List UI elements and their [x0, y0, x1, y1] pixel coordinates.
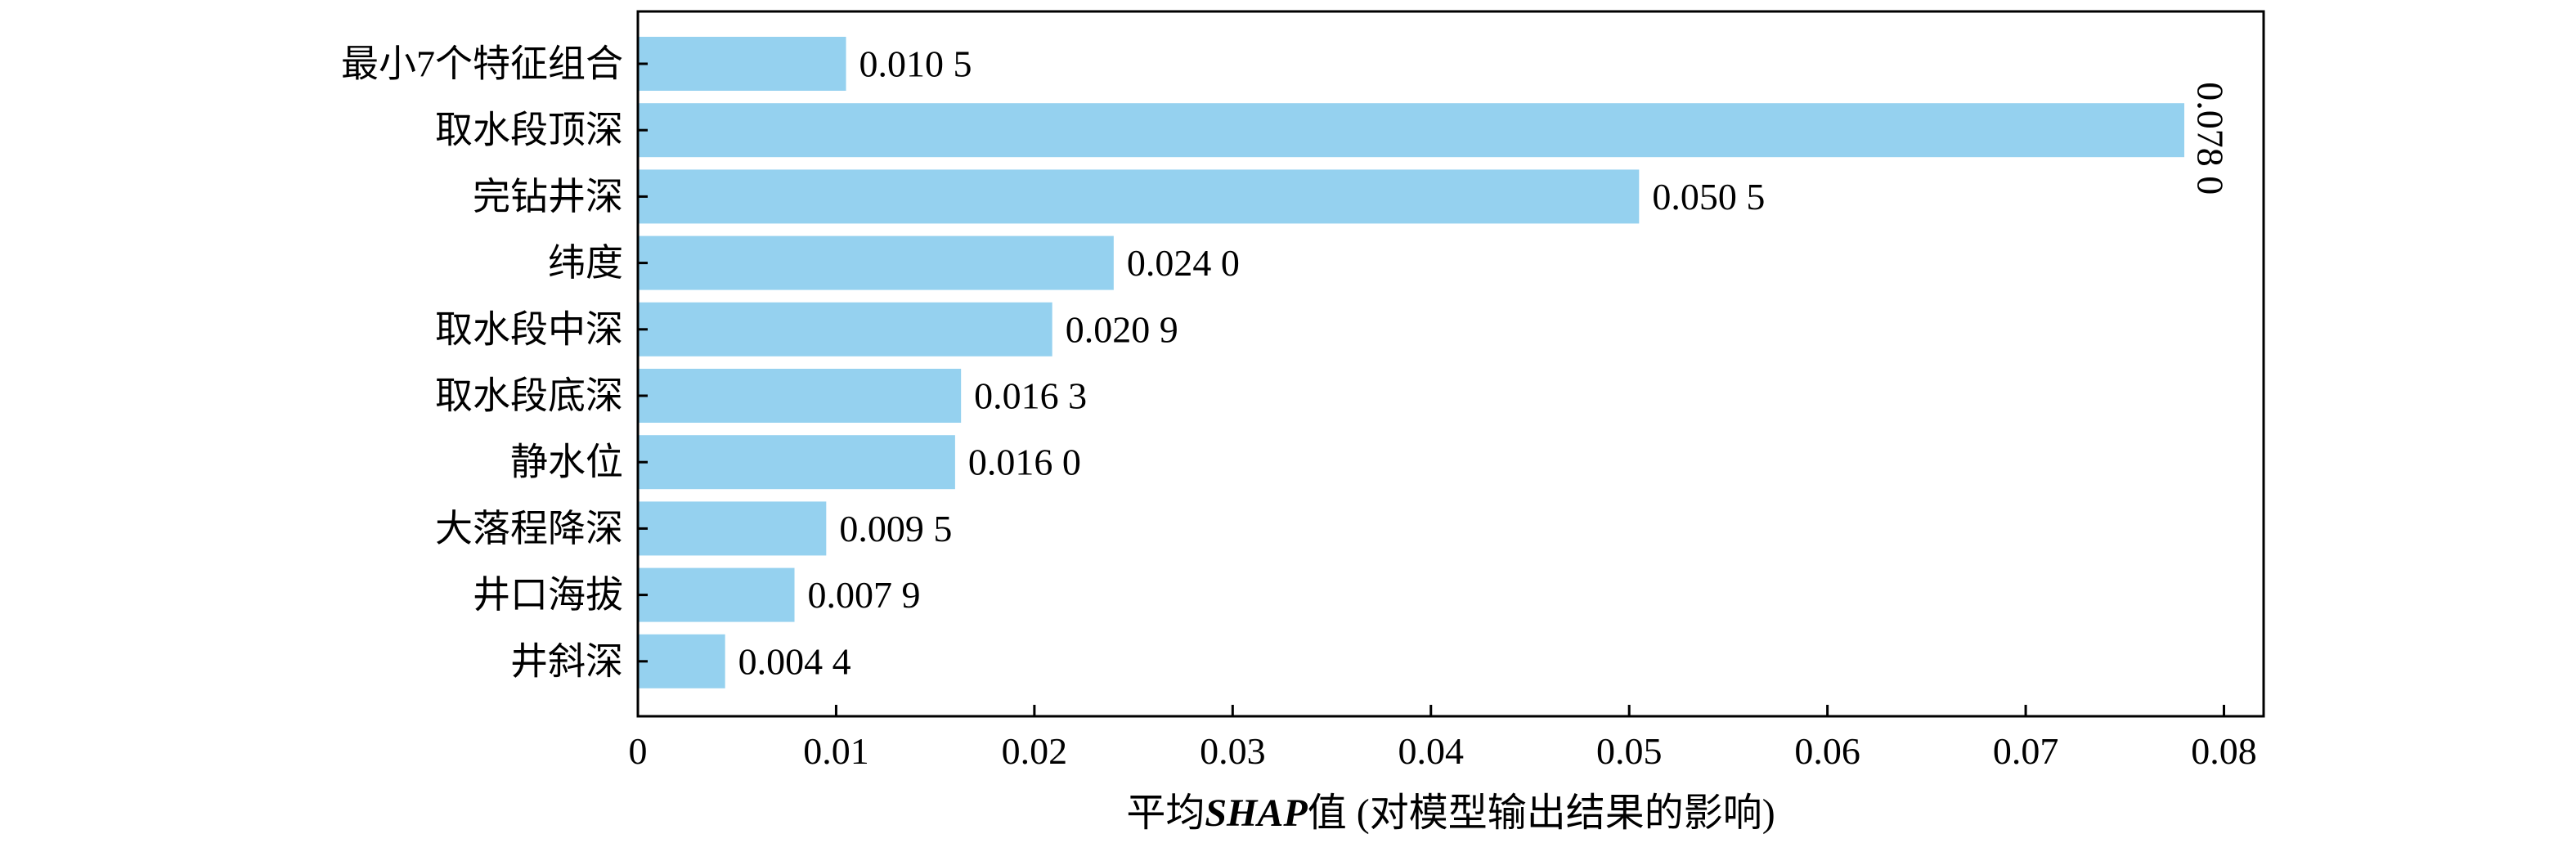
value-label-6: 0.016 3 [974, 375, 1087, 417]
x-tick-label-1: 0 [629, 730, 648, 772]
x-tick-label-3: 0.02 [1002, 730, 1068, 772]
bar-3 [638, 169, 1640, 224]
category-label-3: 完钻井深 [473, 176, 623, 217]
category-label-8: 大落程降深 [435, 508, 623, 549]
category-label-1: 最小7个特征组合 [341, 43, 623, 85]
x-tick-label-5: 0.04 [1398, 730, 1465, 772]
x-tick-label-6: 0.05 [1596, 730, 1663, 772]
value-label-7: 0.016 0 [968, 442, 1081, 483]
category-label-4: 纬度 [548, 242, 623, 284]
value-label-1: 0.010 5 [859, 43, 972, 85]
bar-10 [638, 634, 725, 688]
bar-8 [638, 501, 827, 556]
value-label-10: 0.004 4 [738, 640, 851, 682]
x-axis-title: 平均SHAP值 (对模型输出结果的影响) [1126, 791, 1775, 835]
x-axis-title-emph: SHAP [1205, 791, 1308, 835]
value-label-2: 0.078 0 [2190, 82, 2232, 195]
bar-5 [638, 302, 1052, 356]
x-axis-title-suffix: 值 (对模型输出结果的影响) [1308, 791, 1775, 835]
value-label-8: 0.009 5 [839, 508, 952, 549]
bar-7 [638, 435, 955, 490]
x-tick-label-7: 0.06 [1794, 730, 1860, 772]
category-label-5: 取水段中深 [435, 308, 623, 350]
category-label-10: 井斜深 [510, 640, 623, 682]
bar-2 [638, 103, 2185, 158]
category-label-9: 井口海拔 [473, 574, 623, 616]
x-tick-label-2: 0.01 [803, 730, 869, 772]
value-label-5: 0.020 9 [1066, 308, 1178, 350]
plot-frame [636, 10, 2265, 718]
x-tick-label-4: 0.03 [1200, 730, 1266, 772]
bar-9 [638, 567, 795, 622]
x-axis-title-prefix: 平均 [1126, 791, 1205, 835]
bar-4 [638, 235, 1114, 290]
category-label-7: 静水位 [510, 442, 623, 483]
bar-1 [638, 37, 846, 91]
bar-6 [638, 369, 962, 423]
x-tick-label-9: 0.08 [2191, 730, 2257, 772]
x-tick-label-8: 0.07 [1993, 730, 2059, 772]
category-label-6: 取水段底深 [435, 375, 623, 417]
category-label-2: 取水段顶深 [435, 110, 623, 151]
value-label-3: 0.050 5 [1652, 176, 1765, 217]
value-label-4: 0.024 0 [1127, 242, 1240, 284]
value-label-9: 0.007 9 [808, 574, 921, 616]
